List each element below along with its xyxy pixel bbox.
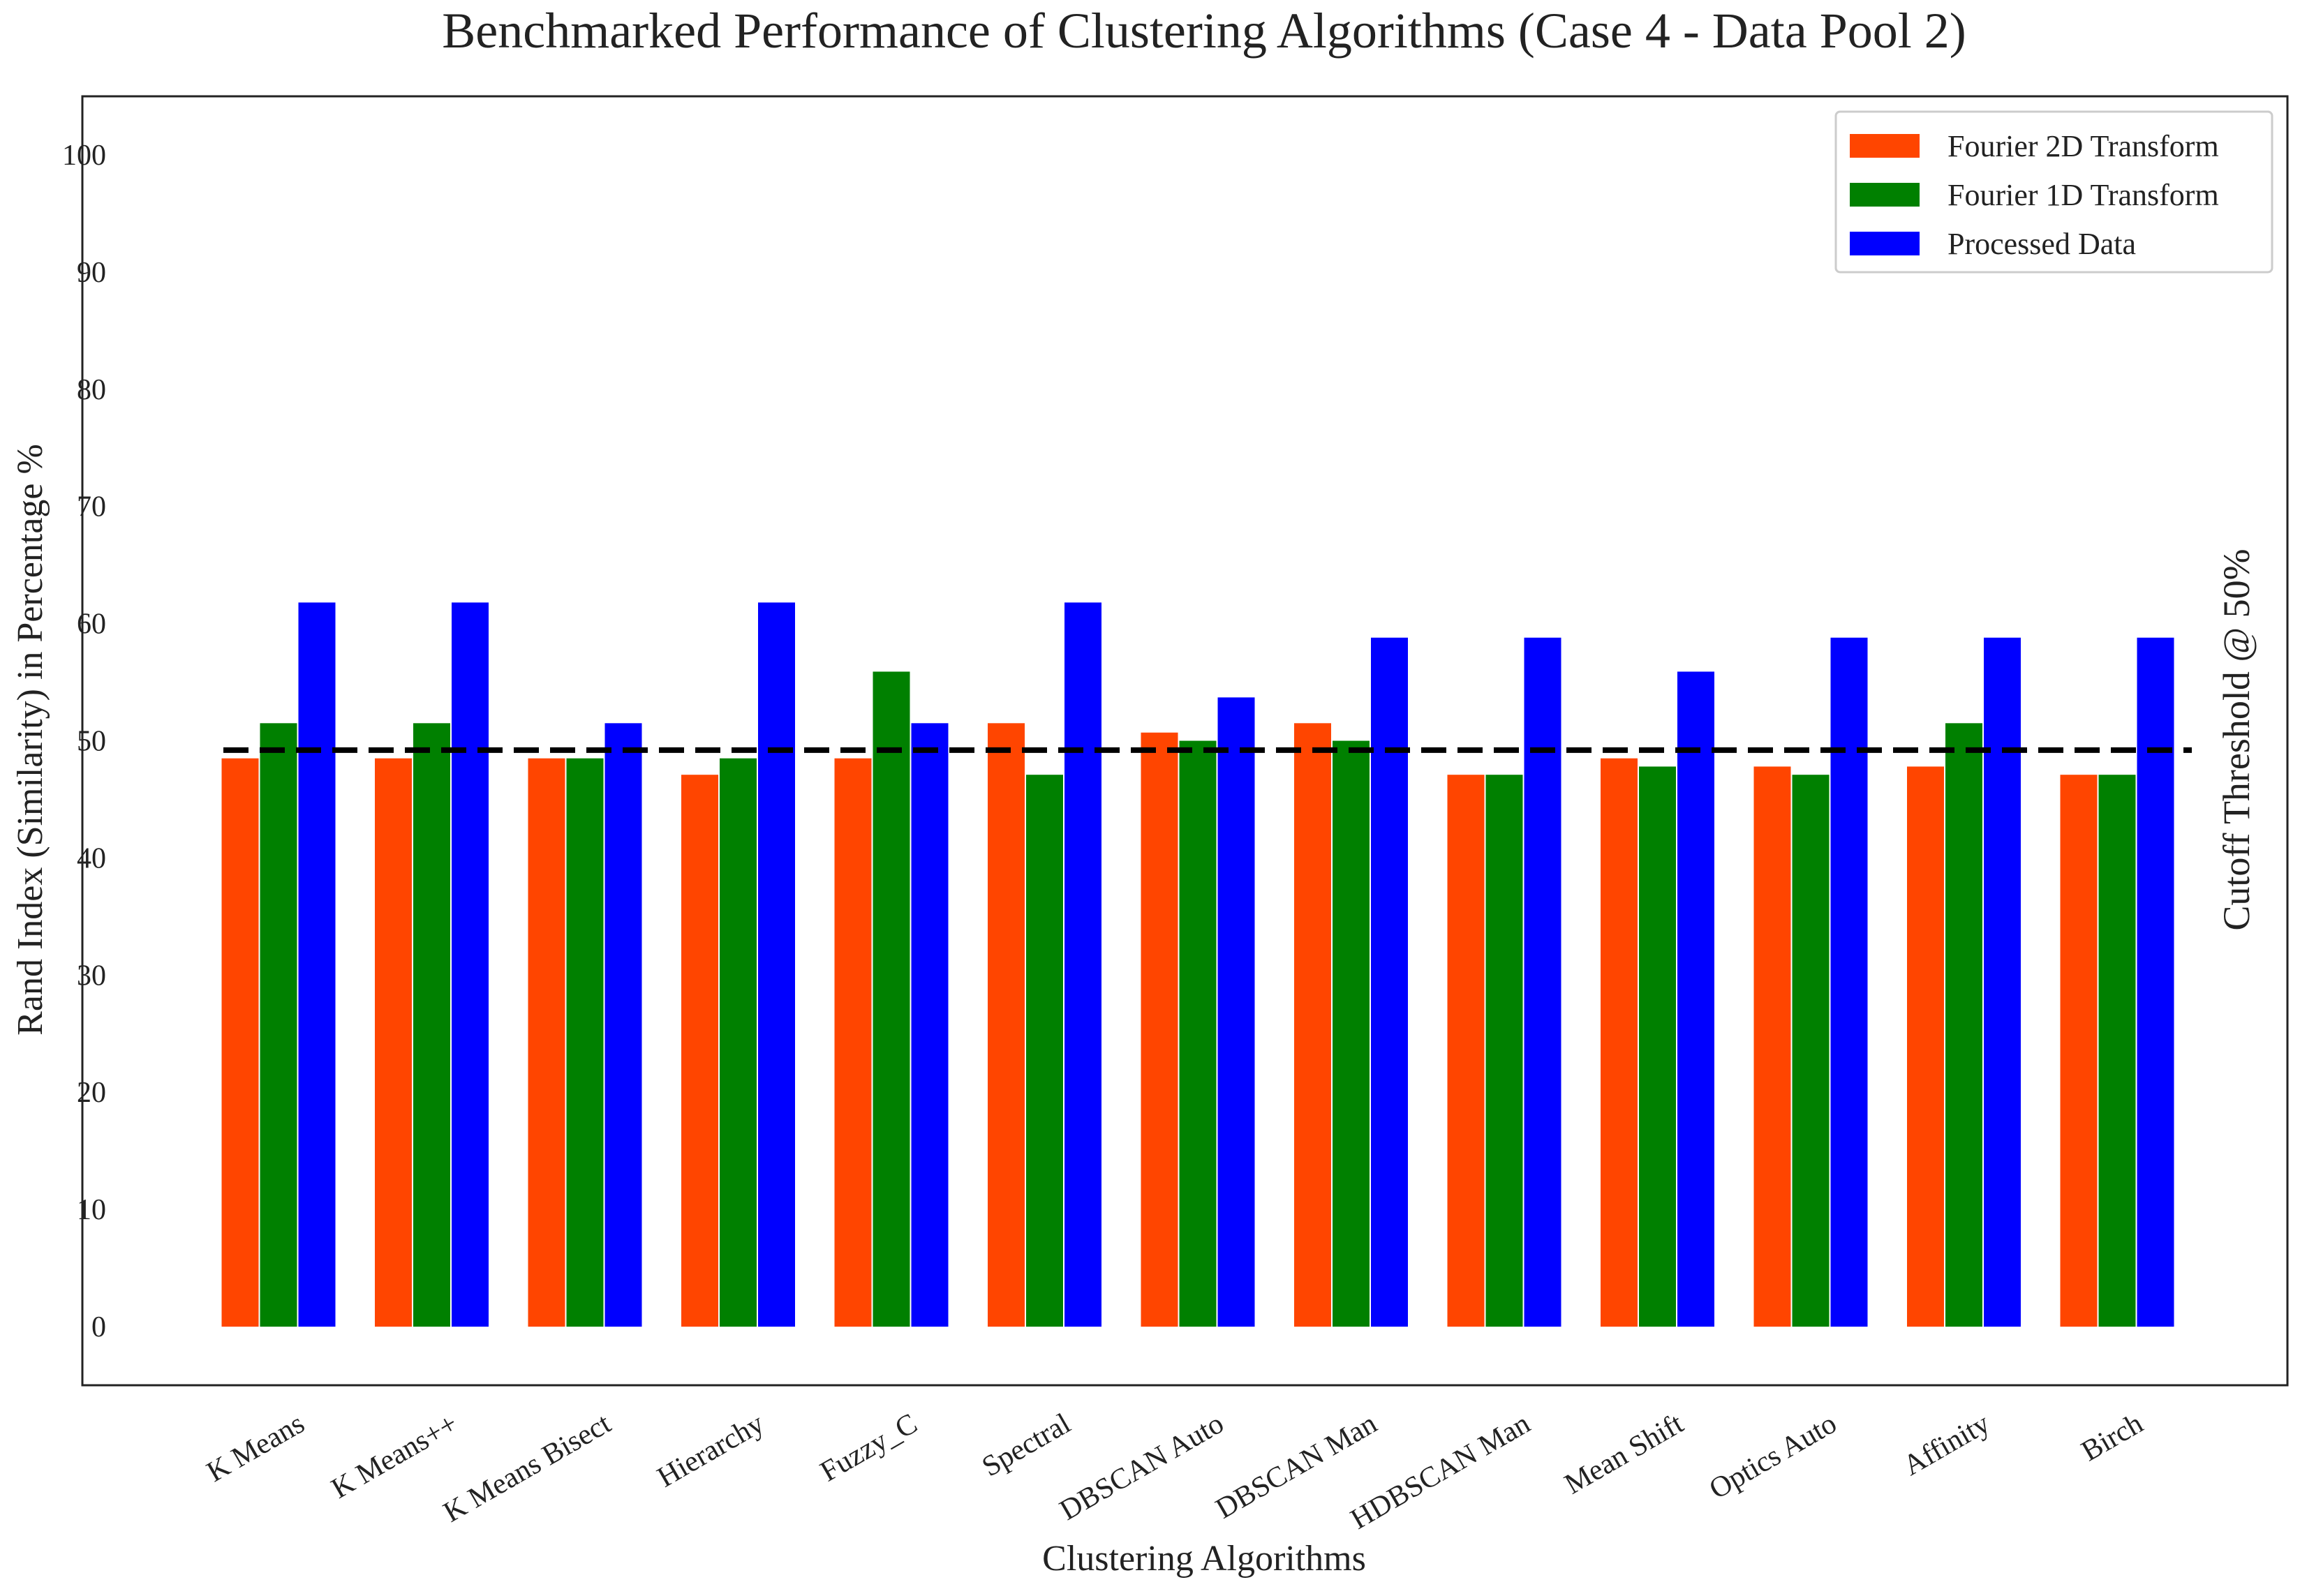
y-tick-label: 70	[77, 491, 106, 523]
x-tick-label: Hierarchy	[652, 1408, 769, 1494]
legend-box	[1834, 110, 2273, 274]
bar	[566, 758, 604, 1327]
bar	[1371, 637, 1408, 1327]
bar	[2137, 637, 2174, 1327]
legend-label: Processed Data	[1947, 227, 2136, 261]
bar	[758, 602, 795, 1327]
bar	[720, 758, 757, 1327]
bar	[1064, 602, 1101, 1327]
x-tick-label: Mean Shift	[1559, 1408, 1689, 1501]
bar	[452, 602, 489, 1327]
x-tick-label: DBSCAN Auto	[1055, 1408, 1229, 1527]
bar	[1524, 637, 1561, 1327]
y-axis-label: Rand Index (Similarity) in Percentage %	[10, 444, 50, 1036]
bar	[834, 758, 872, 1327]
x-tick-label: K Means++	[326, 1408, 463, 1505]
bar	[1907, 766, 1944, 1327]
bar	[375, 758, 412, 1327]
y-tick-label: 0	[91, 1311, 106, 1343]
bar	[1830, 637, 1868, 1327]
y-tick-label: 10	[77, 1194, 106, 1226]
bar	[1141, 732, 1178, 1327]
plot-area: 0 10 20 30 40 50 60 70 80 90 100 K Means K Means++K …	[62, 95, 2289, 1536]
bar	[681, 775, 718, 1327]
x-tick-label: Spectral	[977, 1408, 1076, 1484]
legend-label: Fourier 2D Transform	[1947, 129, 2219, 163]
legend-swatch	[1850, 134, 1920, 158]
bar	[1447, 775, 1485, 1327]
y-tick-label: 100	[62, 140, 106, 172]
legend-label: Fourier 1D Transform	[1947, 178, 2219, 212]
bar	[1294, 723, 1331, 1327]
bar	[988, 723, 1025, 1327]
bar	[873, 671, 910, 1327]
bar	[260, 723, 297, 1327]
legend: Fourier 2D Transform Fourier 1D Transform…	[1834, 110, 2273, 274]
y-tick-label: 80	[77, 374, 106, 406]
bar	[1792, 775, 1830, 1327]
bar	[1984, 637, 2021, 1327]
plot-frame	[81, 95, 2289, 1387]
y-tick-label: 90	[77, 257, 106, 289]
chart-title: Benchmarked Performance of Clustering Al…	[442, 3, 1966, 59]
x-tick-label: K Means Bisect	[438, 1408, 617, 1529]
bar	[2098, 775, 2136, 1327]
bar	[2060, 775, 2098, 1327]
y-tick-label: 30	[77, 960, 106, 992]
bar	[528, 758, 565, 1327]
bar	[604, 723, 642, 1327]
bar	[1753, 766, 1791, 1327]
bar	[298, 602, 336, 1327]
x-tick-label: Optics Auto	[1704, 1408, 1842, 1506]
bar	[1333, 740, 1370, 1327]
bar	[1217, 697, 1255, 1327]
x-tick-label: Birch	[2076, 1408, 2149, 1468]
bar	[1945, 723, 1982, 1327]
x-tick-label: Affinity	[1898, 1408, 1996, 1482]
bar	[1639, 766, 1676, 1327]
x-tick-label: Fuzzy_C	[815, 1408, 923, 1489]
bar	[1179, 740, 1217, 1327]
bar	[911, 723, 949, 1327]
bar	[1677, 671, 1714, 1327]
legend-swatch	[1850, 183, 1920, 207]
y-tick-label: 40	[77, 842, 106, 874]
y-tick-label: 60	[77, 609, 106, 641]
x-axis-label: Clustering Algorithms	[1042, 1539, 1366, 1579]
y-tick-label: 20	[77, 1077, 106, 1109]
legend-swatch	[1850, 232, 1920, 255]
threshold-label: Cutoff Threshold @ 50%	[2216, 549, 2257, 930]
bar	[1026, 775, 1063, 1327]
y-tick-label: 50	[77, 726, 106, 758]
bar	[1601, 758, 1638, 1327]
bar	[1485, 775, 1523, 1327]
bar	[413, 723, 450, 1327]
x-tick-label: K Means	[202, 1408, 310, 1489]
bar	[221, 758, 259, 1327]
